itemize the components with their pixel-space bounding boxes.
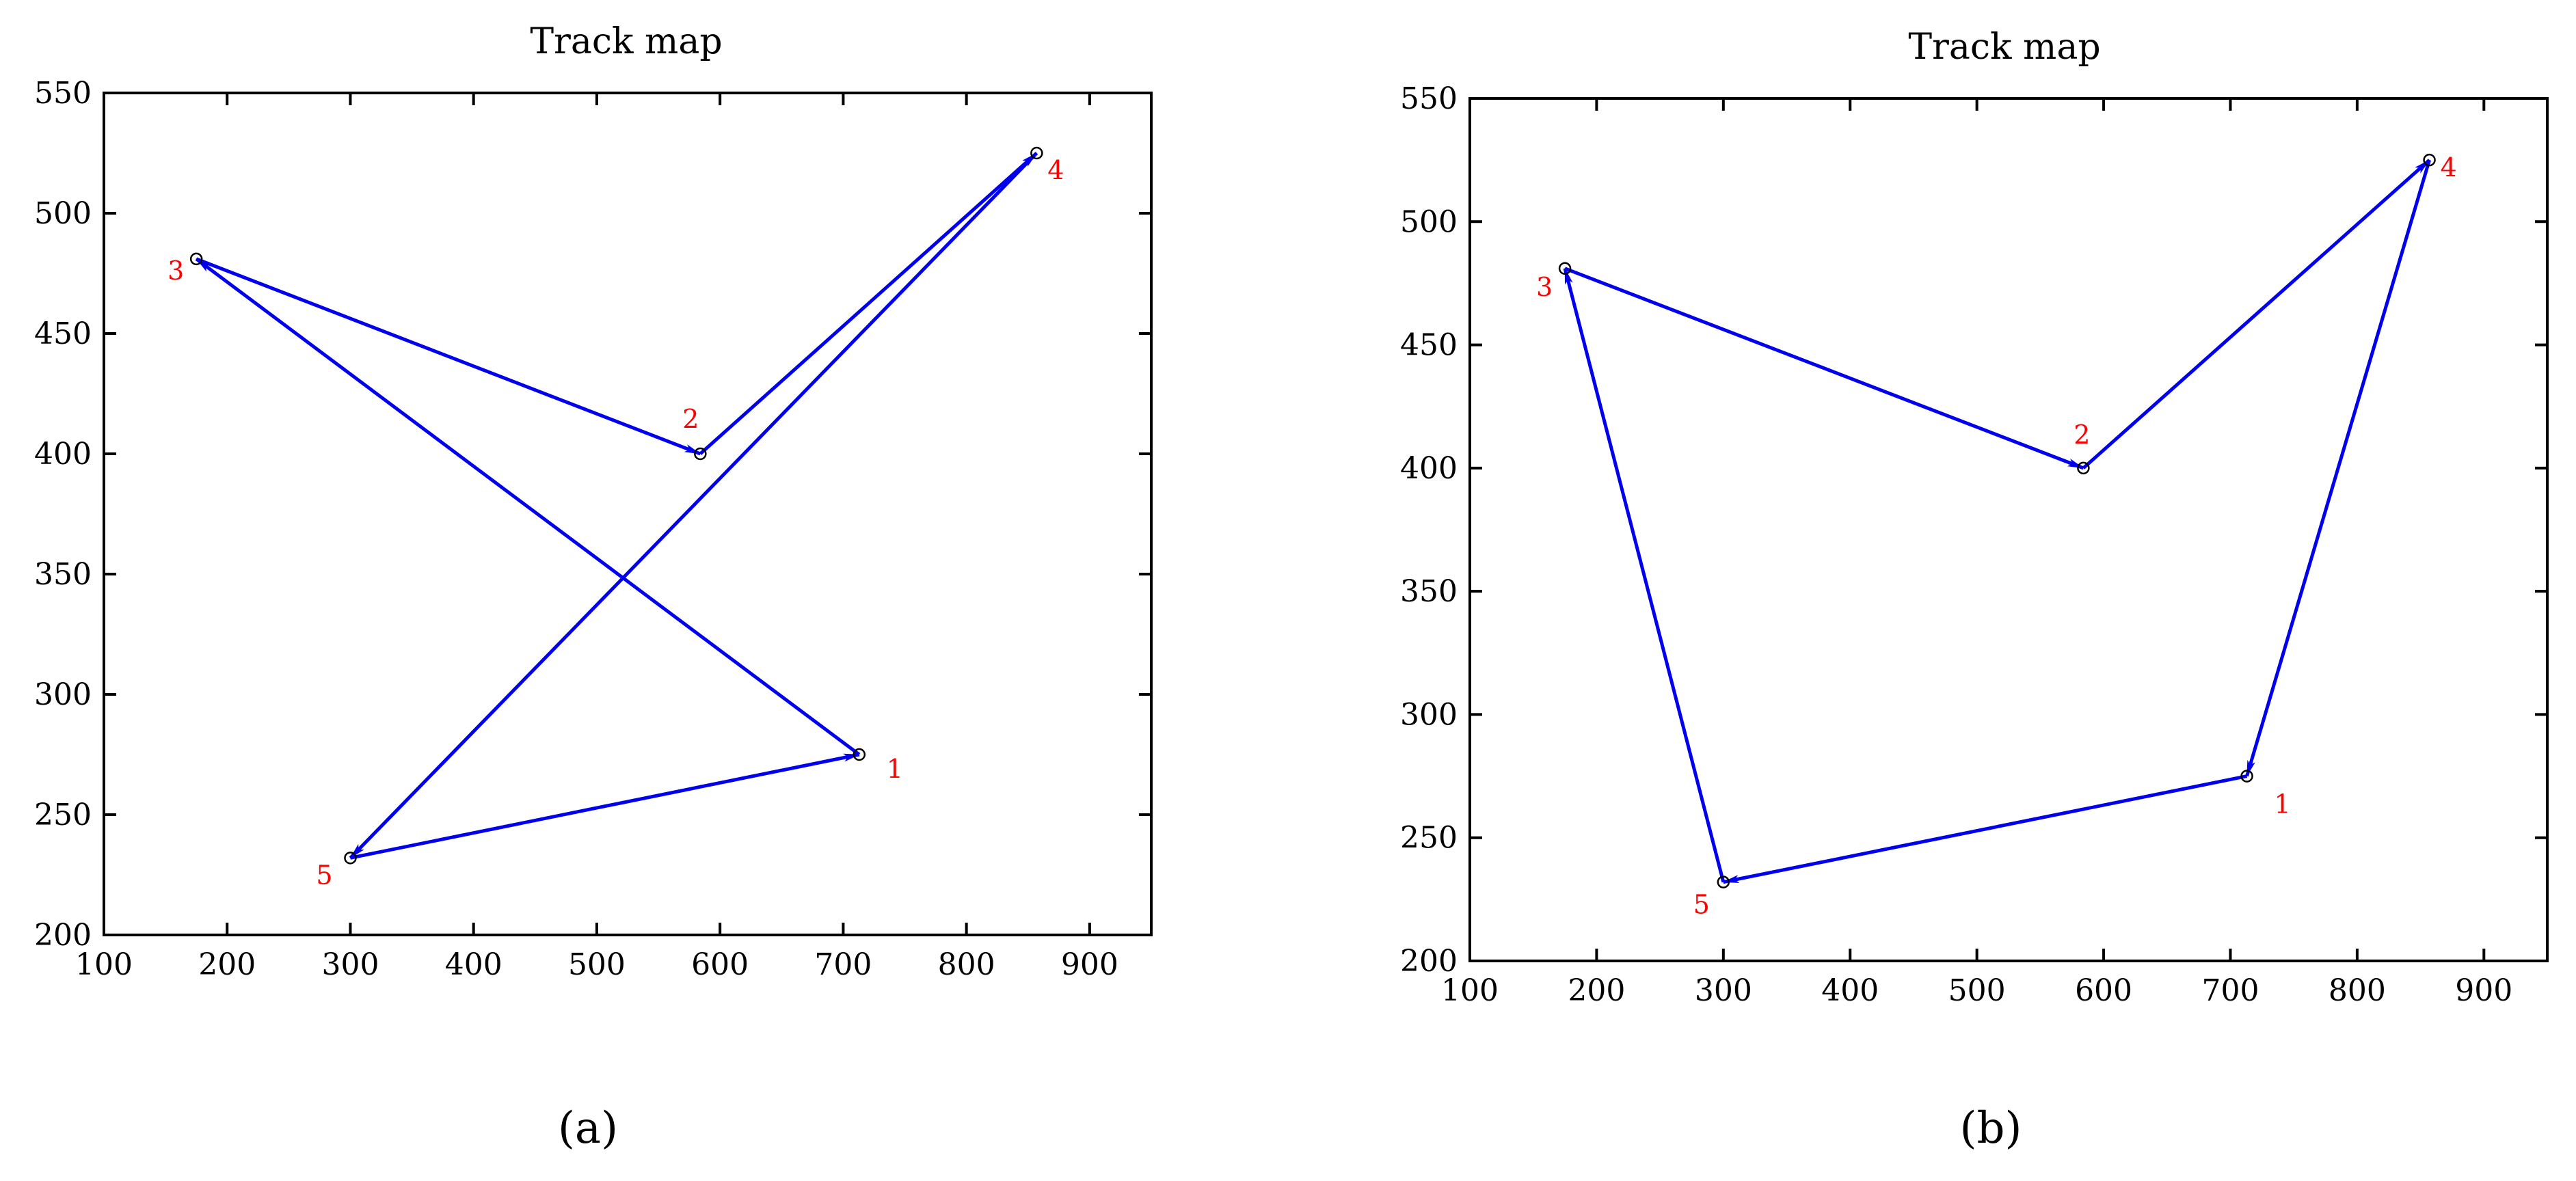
- track-path: [195, 152, 1038, 860]
- chart-b: Track map 100 200 300 400 500 600 700 800 900 20…: [1400, 27, 2549, 1154]
- x-tick-label: 300: [1695, 973, 1752, 1008]
- y-tick-label: 450: [1400, 328, 1458, 363]
- y-tick-label: 250: [1400, 821, 1458, 856]
- panel-label: (a): [558, 1103, 618, 1154]
- panel-label: (b): [1960, 1103, 2022, 1154]
- point-marker: [694, 447, 707, 461]
- panel-label-text: (b): [1960, 1103, 2022, 1154]
- point-marker: [1030, 146, 1043, 160]
- point-marker: [2423, 153, 2436, 167]
- x-tick-label: 100: [75, 947, 133, 982]
- point-label: 4: [1047, 155, 1064, 185]
- point-label: 2: [2074, 420, 2090, 450]
- point-marker: [1717, 875, 1730, 888]
- point-label: 5: [1693, 890, 1710, 920]
- x-tick-label: 500: [568, 947, 626, 982]
- x-tick-label: 800: [938, 947, 995, 982]
- point-labels: 1 2 3 4 5: [1536, 152, 2457, 919]
- track-segment-2-to-4: [2082, 159, 2431, 470]
- y-axis: 200 250 300 350 400 450 500 550: [1400, 81, 2547, 979]
- point-label: 3: [1536, 272, 1553, 302]
- x-tick-label: 200: [198, 947, 256, 982]
- point-label: 3: [167, 256, 184, 286]
- track-segment-3-to-2: [196, 257, 701, 456]
- track-segment-3-to-2: [1564, 267, 2084, 470]
- y-tick-label: 250: [34, 798, 92, 832]
- point-label: 2: [682, 404, 699, 434]
- point-marker: [1558, 262, 1572, 275]
- plot-area: [103, 92, 1153, 936]
- y-axis: 200 250 300 350 400 450 500 550: [34, 76, 1151, 953]
- track-segment-5-to-1: [349, 752, 860, 860]
- y-tick-label: 300: [1400, 697, 1458, 732]
- y-tick-label: 500: [1400, 204, 1458, 239]
- point-marker: [853, 748, 866, 761]
- x-tick-label: 900: [2455, 973, 2512, 1008]
- x-axis: 100 200 300 400 500 600 700 800 900: [1441, 98, 2512, 1008]
- point-markers: [1558, 153, 2436, 888]
- x-tick-label: 500: [1948, 973, 2006, 1008]
- point-labels: 1 2 3 4 5: [167, 155, 1064, 890]
- point-marker: [2077, 461, 2090, 475]
- point-marker: [2240, 770, 2253, 783]
- track-segment-4-to-5: [349, 152, 1038, 860]
- point-marker: [189, 252, 203, 266]
- y-tick-label: 350: [34, 557, 92, 592]
- y-tick-label: 450: [34, 316, 92, 351]
- chart-title: Track map: [1908, 27, 2100, 68]
- y-tick-label: 200: [34, 918, 92, 953]
- x-tick-label: 600: [691, 947, 749, 982]
- panel-label-text: (a): [558, 1103, 618, 1154]
- point-label: 1: [2274, 789, 2290, 819]
- x-axis: 100 200 300 400 500 600 700 800 900: [75, 93, 1118, 982]
- x-tick-label: 400: [445, 947, 502, 982]
- x-tick-label: 400: [1821, 973, 1879, 1008]
- x-tick-label: 300: [321, 947, 379, 982]
- x-tick-label: 700: [2201, 973, 2259, 1008]
- y-tick-label: 400: [34, 437, 92, 472]
- y-tick-label: 500: [34, 196, 92, 231]
- plot-area: [1468, 97, 2549, 962]
- chart-title: Track map: [530, 21, 722, 62]
- x-tick-label: 100: [1441, 973, 1499, 1008]
- point-markers: [189, 146, 1043, 865]
- x-tick-label: 700: [814, 947, 872, 982]
- y-tick-label: 200: [1400, 944, 1458, 979]
- x-tick-label: 900: [1061, 947, 1118, 982]
- track-segment-4-to-1: [2245, 159, 2431, 777]
- y-tick-label: 550: [34, 76, 92, 111]
- x-tick-label: 600: [2075, 973, 2132, 1008]
- chart-a: Track map 100 200 300 400 500 600 700 800 900 20…: [34, 21, 1153, 1154]
- track-path: [1563, 159, 2431, 884]
- track-segment-1-to-3: [195, 257, 861, 757]
- point-label: 5: [316, 860, 332, 890]
- point-label: 4: [2440, 152, 2456, 182]
- y-tick-label: 550: [1400, 81, 1458, 116]
- y-tick-label: 400: [1400, 451, 1458, 486]
- point-label: 1: [887, 754, 903, 784]
- track-segment-5-to-3: [1563, 267, 1726, 883]
- x-tick-label: 200: [1568, 973, 1625, 1008]
- track-segment-1-to-5: [1722, 774, 2248, 884]
- track-segment-2-to-4: [699, 152, 1038, 455]
- y-tick-label: 350: [1400, 574, 1458, 609]
- point-marker: [344, 852, 357, 865]
- y-tick-label: 300: [34, 677, 92, 712]
- x-tick-label: 800: [2329, 973, 2386, 1008]
